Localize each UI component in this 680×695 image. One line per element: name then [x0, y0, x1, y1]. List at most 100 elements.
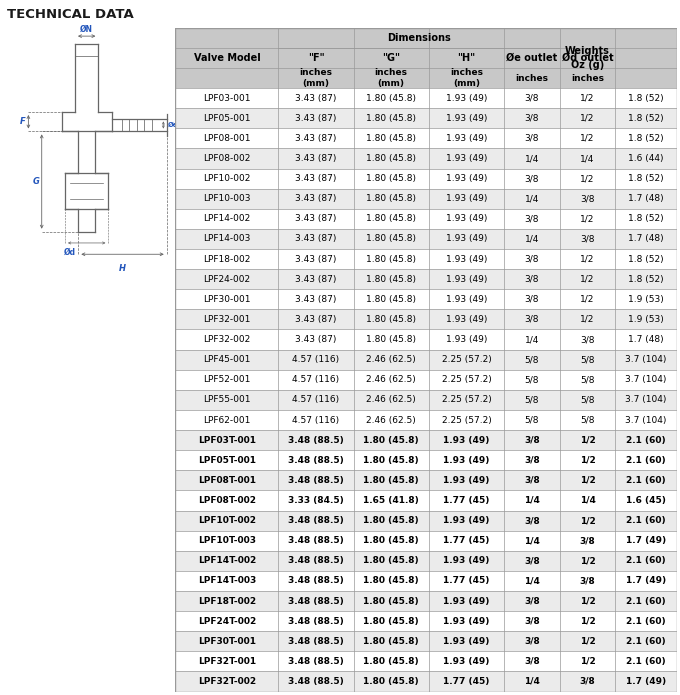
Text: 1.93 (49): 1.93 (49) [443, 596, 490, 605]
Text: 1.80 (45.8): 1.80 (45.8) [363, 556, 419, 565]
Text: 1.8 (52): 1.8 (52) [628, 275, 664, 284]
Text: 1.80 (45.8): 1.80 (45.8) [363, 456, 419, 465]
Bar [175, 169, 677, 189]
Text: LPF10-002: LPF10-002 [203, 174, 251, 183]
Text: 1/4: 1/4 [525, 335, 539, 344]
Text: 3/8: 3/8 [580, 234, 595, 243]
Text: 1/2: 1/2 [579, 637, 596, 646]
Text: LPF03-001: LPF03-001 [203, 94, 251, 103]
Text: LPF30T-001: LPF30T-001 [198, 637, 256, 646]
Text: 1/4: 1/4 [524, 496, 540, 505]
Text: 3.7 (104): 3.7 (104) [626, 375, 666, 384]
Text: 1.93 (49): 1.93 (49) [445, 315, 487, 324]
Text: 1/4: 1/4 [524, 536, 540, 545]
Text: inches: inches [515, 74, 548, 83]
Text: 1.80 (45.8): 1.80 (45.8) [367, 154, 416, 163]
Text: 1.80 (45.8): 1.80 (45.8) [367, 214, 416, 223]
Text: 1/4: 1/4 [524, 677, 540, 686]
Text: 1/4: 1/4 [525, 154, 539, 163]
Text: 2.25 (57.2): 2.25 (57.2) [441, 375, 491, 384]
Text: 3.48 (88.5): 3.48 (88.5) [288, 436, 344, 445]
Text: 2.25 (57.2): 2.25 (57.2) [441, 416, 491, 425]
Text: 2.1 (60): 2.1 (60) [626, 657, 666, 666]
Text: 1.93 (49): 1.93 (49) [443, 436, 490, 445]
Text: 3/8: 3/8 [524, 114, 539, 123]
Text: 1.80 (45.8): 1.80 (45.8) [367, 315, 416, 324]
Text: 1.93 (49): 1.93 (49) [445, 134, 487, 143]
Text: 3/8: 3/8 [580, 195, 595, 203]
Bar [175, 108, 677, 129]
Bar [175, 189, 677, 208]
Bar [175, 208, 677, 229]
Bar [175, 309, 677, 329]
Text: 1.8 (52): 1.8 (52) [628, 174, 664, 183]
Text: LPF18-002: LPF18-002 [203, 254, 251, 263]
Text: 4.57 (116): 4.57 (116) [292, 375, 339, 384]
Text: 3.43 (87): 3.43 (87) [295, 154, 337, 163]
Text: 1.80 (45.8): 1.80 (45.8) [363, 596, 419, 605]
Text: 1.93 (49): 1.93 (49) [445, 94, 487, 103]
Text: 5/8: 5/8 [580, 395, 595, 404]
Text: 2.46 (62.5): 2.46 (62.5) [367, 355, 416, 364]
Text: 1.80 (45.8): 1.80 (45.8) [363, 536, 419, 545]
Text: 3.48 (88.5): 3.48 (88.5) [288, 637, 344, 646]
Text: 5/8: 5/8 [580, 375, 595, 384]
Bar [175, 410, 677, 430]
Text: F: F [20, 117, 25, 126]
Text: LPF24T-002: LPF24T-002 [198, 616, 256, 626]
Text: 3/8: 3/8 [524, 637, 540, 646]
Text: 1.93 (49): 1.93 (49) [443, 616, 490, 626]
Bar [175, 631, 677, 651]
Text: 1/2: 1/2 [579, 476, 596, 485]
Text: 4.57 (116): 4.57 (116) [292, 355, 339, 364]
Text: 1.80 (45.8): 1.80 (45.8) [367, 335, 416, 344]
Text: 2.46 (62.5): 2.46 (62.5) [367, 395, 416, 404]
Text: 1.80 (45.8): 1.80 (45.8) [367, 295, 416, 304]
Text: inches
(mm): inches (mm) [375, 68, 408, 88]
Text: 2.1 (60): 2.1 (60) [626, 616, 666, 626]
Text: 1/2: 1/2 [580, 295, 595, 304]
Text: 1.77 (45): 1.77 (45) [443, 536, 490, 545]
Text: 5/8: 5/8 [524, 375, 539, 384]
Bar [175, 491, 677, 511]
Text: 3.48 (88.5): 3.48 (88.5) [288, 616, 344, 626]
Text: LPF05-001: LPF05-001 [203, 114, 251, 123]
Text: 1.93 (49): 1.93 (49) [443, 516, 490, 525]
Text: 3.43 (87): 3.43 (87) [295, 94, 337, 103]
Text: 1.93 (49): 1.93 (49) [445, 234, 487, 243]
Text: 3.48 (88.5): 3.48 (88.5) [288, 576, 344, 585]
Text: LPF05T-001: LPF05T-001 [198, 456, 256, 465]
Text: 1.80 (45.8): 1.80 (45.8) [367, 134, 416, 143]
Text: 1.80 (45.8): 1.80 (45.8) [367, 234, 416, 243]
Text: 5/8: 5/8 [580, 355, 595, 364]
Text: 3/8: 3/8 [524, 94, 539, 103]
Text: 1/2: 1/2 [579, 456, 596, 465]
Text: 1.80 (45.8): 1.80 (45.8) [363, 657, 419, 666]
Text: 3.43 (87): 3.43 (87) [295, 214, 337, 223]
Bar [175, 289, 677, 309]
Text: 1/2: 1/2 [579, 556, 596, 565]
Text: LPF18T-002: LPF18T-002 [198, 596, 256, 605]
Text: inches
(mm): inches (mm) [300, 68, 333, 88]
Text: 2.25 (57.2): 2.25 (57.2) [441, 355, 491, 364]
Text: 1.77 (45): 1.77 (45) [443, 496, 490, 505]
Text: 1.77 (45): 1.77 (45) [443, 576, 490, 585]
Text: 3/8: 3/8 [580, 335, 595, 344]
Text: 1/2: 1/2 [580, 254, 595, 263]
Text: 3/8: 3/8 [579, 536, 596, 545]
Text: 1.7 (48): 1.7 (48) [628, 195, 664, 203]
Text: 1/2: 1/2 [579, 516, 596, 525]
Bar [175, 370, 677, 390]
Text: 2.46 (62.5): 2.46 (62.5) [367, 416, 416, 425]
Text: 3/8: 3/8 [524, 616, 540, 626]
Text: LPF03T-001: LPF03T-001 [198, 436, 256, 445]
Text: 1/4: 1/4 [580, 154, 595, 163]
Text: LPF14-003: LPF14-003 [203, 234, 251, 243]
Text: 1/2: 1/2 [579, 596, 596, 605]
Bar [175, 249, 677, 269]
Text: LPF08T-001: LPF08T-001 [198, 476, 256, 485]
Bar [175, 390, 677, 410]
Text: 2.1 (60): 2.1 (60) [626, 436, 666, 445]
Bar [175, 88, 677, 108]
Text: 3.43 (87): 3.43 (87) [295, 114, 337, 123]
